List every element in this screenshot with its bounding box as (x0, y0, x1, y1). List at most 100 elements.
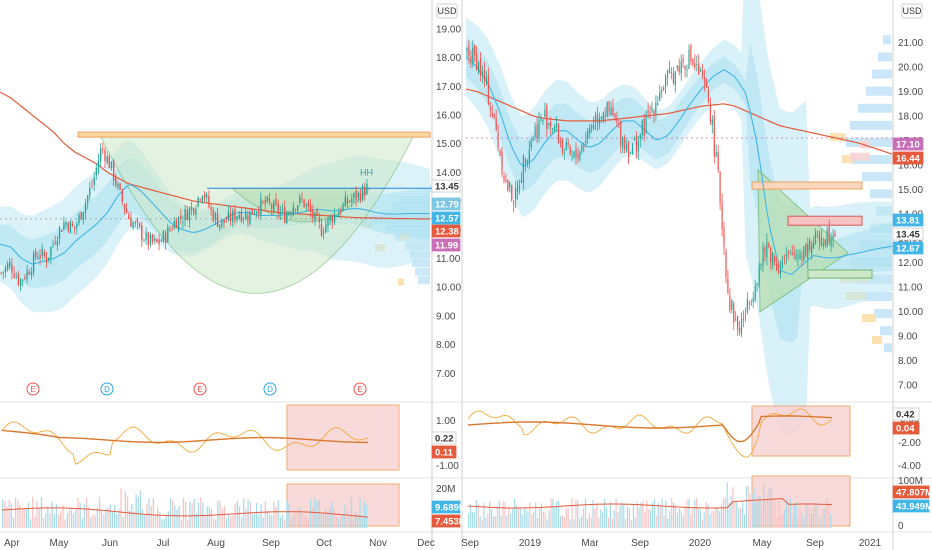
volume-bar (114, 505, 116, 528)
candle-body (125, 209, 128, 213)
higher-high-label: HH (360, 167, 373, 177)
price-badge (431, 500, 461, 514)
candle-body (805, 244, 807, 256)
candle-body (801, 255, 803, 258)
candle-body (173, 220, 175, 229)
candle-body (9, 262, 11, 267)
candle-body (227, 211, 230, 220)
volume-bar (135, 494, 137, 528)
price-badge-value: 12.38 (435, 227, 459, 238)
volume-profile-bar (884, 343, 892, 353)
earnings-event-marker[interactable]: E (353, 382, 367, 396)
volume-bar (791, 517, 793, 528)
candle-body (249, 211, 251, 225)
right-chart-pane[interactable] (465, 0, 893, 528)
candle-body (284, 207, 286, 223)
volume-bar (118, 509, 120, 528)
candle-body (271, 204, 273, 210)
price-badge (431, 238, 461, 252)
left-chart-pane[interactable]: HH E D E D E (0, 91, 444, 528)
volume-bar (627, 506, 629, 528)
volume-profile-bar (412, 259, 430, 268)
volume-bar (674, 504, 677, 528)
volume-profile-bar (850, 152, 870, 161)
volume-tick: 100M (898, 476, 923, 487)
volume-bar (124, 490, 126, 528)
candle-body (41, 248, 43, 256)
volume-bar (49, 513, 51, 528)
time-tick: Nov (369, 538, 387, 549)
volume-bar (253, 513, 256, 528)
candle-body (264, 200, 266, 205)
candle-body (50, 247, 52, 258)
candle-body (253, 213, 256, 215)
candle-body (803, 246, 805, 261)
volume-bar (58, 514, 60, 528)
time-tick: Sep (262, 538, 280, 549)
candle-body (772, 252, 774, 265)
candle-body (288, 212, 290, 215)
volume-bar (494, 515, 496, 528)
candle-body (826, 229, 828, 246)
volume-bar (320, 514, 322, 528)
volume-bar (66, 513, 68, 528)
candle-body (776, 263, 778, 271)
candle-body (279, 211, 281, 216)
candle-body (470, 56, 472, 61)
volume-bar (651, 502, 654, 528)
earnings-event-marker[interactable]: E (193, 382, 207, 396)
candle-body (528, 149, 530, 163)
candle-body (700, 69, 702, 72)
candle-body (314, 212, 316, 222)
volume-bar (47, 506, 49, 528)
volume-bar (316, 501, 318, 528)
candle-body (606, 101, 608, 117)
candle-body (739, 328, 741, 333)
volume-bar (724, 497, 726, 528)
candle-body (0, 272, 2, 274)
candle-body (318, 217, 320, 223)
volume-bar (780, 515, 782, 528)
volume-bar (322, 514, 325, 528)
volume-bar (111, 511, 114, 528)
volume-bar (492, 516, 495, 528)
volume-bar (632, 503, 634, 528)
dividend-event-marker[interactable]: D (263, 382, 277, 396)
volume-bar (213, 518, 215, 528)
volume-bar (27, 502, 30, 528)
price-badge-value: 0.42 (896, 410, 915, 421)
candle-body (329, 215, 331, 221)
dividend-event-marker[interactable]: D (100, 382, 114, 396)
volume-profile-bar (415, 267, 430, 276)
candle-body (481, 70, 484, 75)
volume-bar (784, 509, 786, 528)
candle-body (517, 184, 519, 192)
volume-bar (303, 516, 305, 528)
candle-body (262, 201, 264, 203)
volume-bar (569, 519, 571, 528)
volume-bar (607, 517, 610, 528)
earnings-event-marker[interactable]: E (26, 382, 40, 396)
candle-body (342, 203, 344, 211)
volume-bar (537, 517, 539, 528)
volume-bar (146, 503, 148, 528)
candle-body (286, 213, 288, 224)
volume-bar (45, 513, 47, 528)
volume-bar (182, 497, 185, 528)
candle-body (616, 117, 618, 123)
volume-bar (655, 515, 657, 528)
price-tick: 16.00 (898, 160, 923, 171)
candle-body (680, 61, 682, 74)
candle-body (160, 240, 162, 242)
volume-bar (575, 499, 577, 528)
candle-body (744, 315, 746, 317)
candle-body (346, 199, 349, 204)
candle-body (589, 128, 591, 134)
volume-bar (131, 504, 133, 528)
volume-bar (590, 517, 592, 528)
candle-body (297, 205, 299, 211)
candle-body (299, 196, 301, 203)
candle-body (670, 72, 672, 74)
volume-bar (563, 517, 565, 528)
